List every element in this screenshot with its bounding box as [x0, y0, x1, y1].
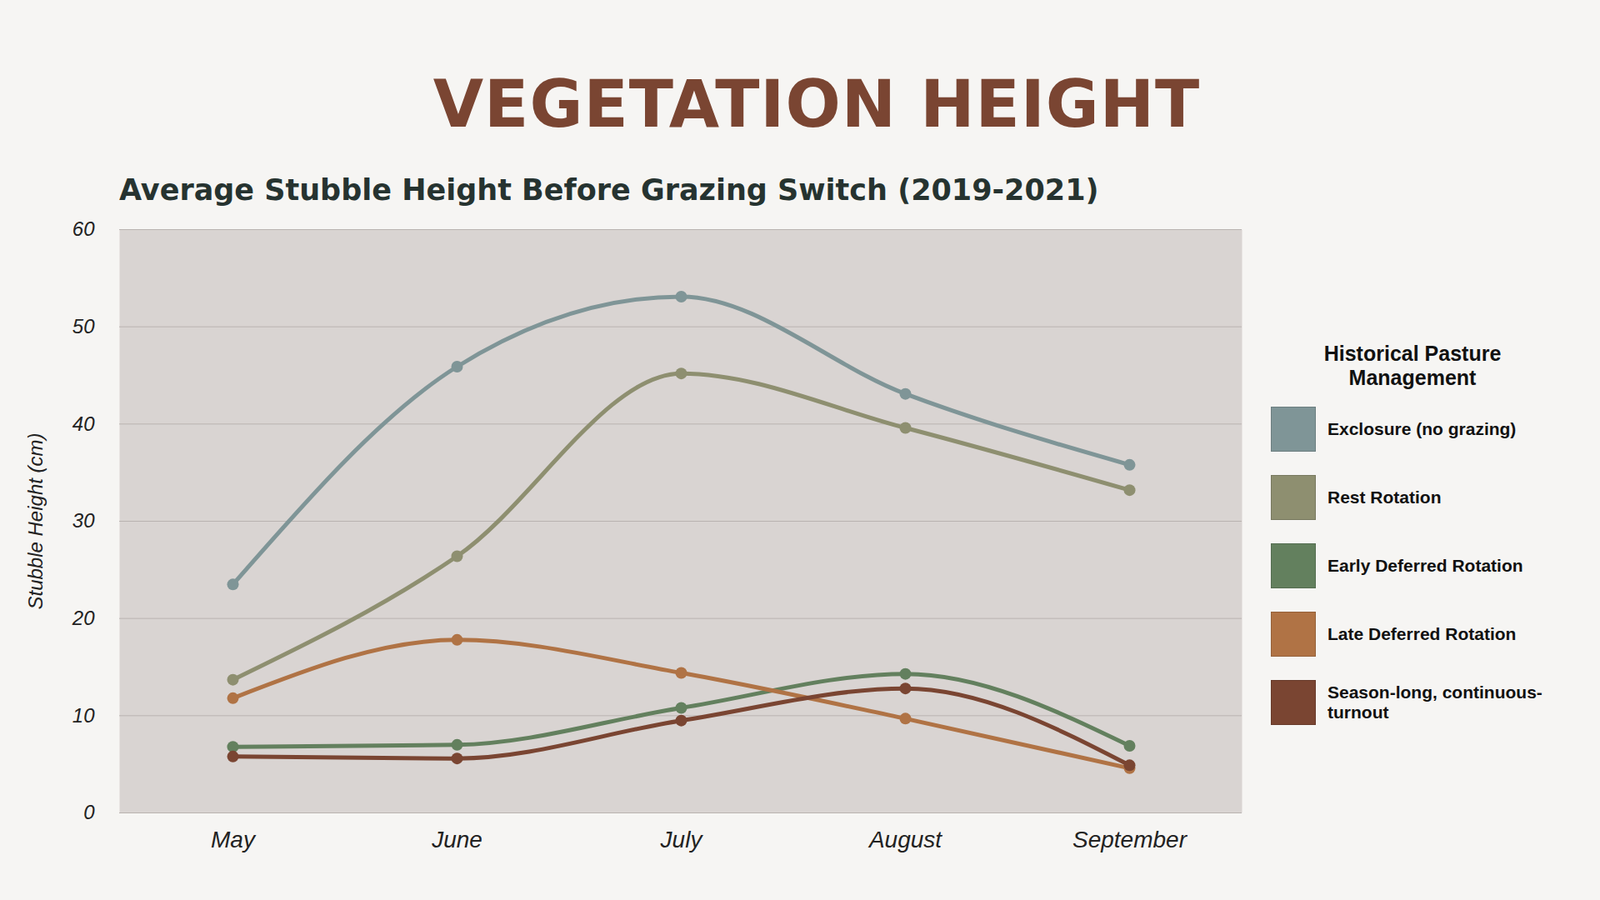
svg-text:50: 50: [72, 315, 95, 338]
svg-text:30: 30: [72, 509, 95, 532]
html-text:Rest Rotation: Rest Rotation: [1327, 487, 1442, 507]
svg-text:Stubble Height (cm): Stubble Height (cm): [24, 432, 47, 610]
html-text:Season-long, continuous-turnou: Season-long, continuous-turnout: [1327, 682, 1543, 722]
svg-text:June: June: [430, 826, 483, 853]
svg-text:August: August: [867, 826, 943, 853]
html-text:VEGETATION HEIGHT: VEGETATION HEIGHT: [433, 66, 1201, 142]
svg-text:40: 40: [72, 412, 95, 435]
html-text:Exclosure (no grazing): Exclosure (no grazing): [1327, 419, 1517, 439]
svg-text:July: July: [660, 826, 705, 853]
html-text:Historical Pasture Management: Historical Pasture Management: [1323, 341, 1502, 389]
svg-text:60: 60: [72, 217, 95, 240]
svg-text:May: May: [210, 826, 257, 853]
html-text:Average Stubble Height Before: Average Stubble Height Before Grazing Sw…: [119, 173, 1099, 207]
svg-text:0: 0: [83, 800, 95, 824]
svg-text:10: 10: [72, 704, 95, 727]
svg-text:September: September: [1072, 826, 1189, 853]
svg-text:20: 20: [71, 606, 95, 630]
html-text:Early Deferred Rotation: Early Deferred Rotation: [1327, 555, 1523, 575]
html-text:Late Deferred Rotation: Late Deferred Rotation: [1327, 624, 1517, 644]
